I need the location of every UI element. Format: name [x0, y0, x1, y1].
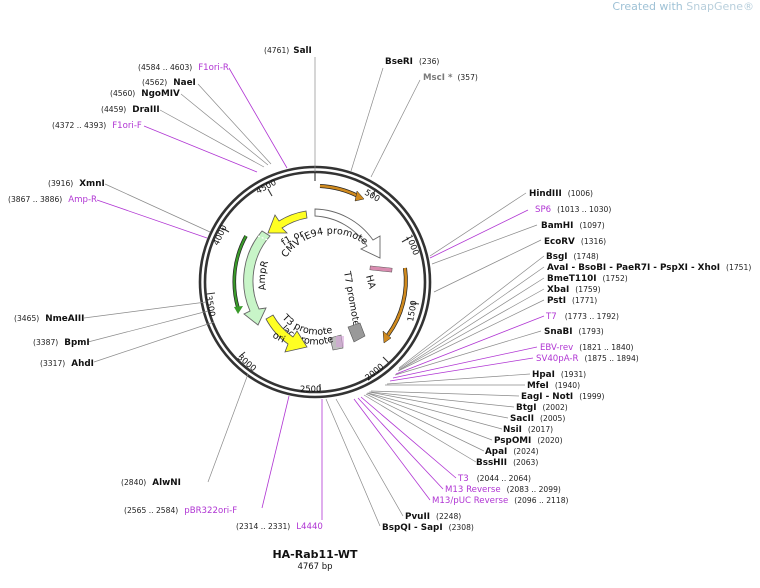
feature-ha: HA: [363, 265, 393, 291]
plasmid-name: HA-Rab11-WT: [272, 548, 358, 561]
ha-label: HA: [363, 274, 377, 291]
site-pspomi: PspOMI (2020): [494, 436, 563, 446]
scale-ticks: [206, 172, 420, 392]
tick-labels: 500 1000 1500 2000 2500 3000 3500 4000 4…: [204, 177, 421, 394]
site-apai: ApaI (2024): [485, 447, 539, 457]
site-l4440: (2314 .. 2331) L4440: [236, 522, 323, 532]
site-amp-r: (3867 .. 3886) Amp-R: [8, 195, 97, 205]
site-ngomiv: (4560) NgoMIV: [110, 89, 180, 99]
site-psti: PstI (1771): [547, 296, 597, 306]
site-draiii: (4459) DraIII: [101, 105, 160, 115]
site-avai-xhoi: AvaI - BsoBI - PaeR7I - PspXI - XhoI (175…: [547, 263, 751, 273]
tick-500: 500: [363, 187, 382, 204]
tick-1500: 1500: [405, 300, 419, 323]
site-ahdi: (3317) AhdI: [40, 359, 94, 369]
site-m13-puc-reverse: M13/pUC Reverse (2096 .. 2118): [432, 496, 569, 506]
site-ebv-rev: EBV-rev (1821 .. 1840): [540, 343, 634, 353]
site-nsii: NsiI (2017): [503, 425, 553, 435]
site-sv40pa-r: SV40pA-R (1875 .. 1894): [536, 354, 639, 364]
site-bmet110i: BmeT110I (1752): [547, 274, 628, 284]
site-mfei: MfeI (1940): [527, 381, 580, 391]
site-hpai: HpaI (1931): [532, 370, 586, 380]
site-snabi: SnaBI (1793): [544, 327, 604, 337]
ori-label: ori: [271, 330, 287, 346]
site-f1ori-f: (4372 .. 4393) F1ori-F: [52, 121, 142, 131]
site-m13-reverse: M13 Reverse (2083 .. 2099): [445, 485, 561, 495]
site-bpmi: (3387) BpmI: [33, 338, 90, 348]
site-pvuii: PvuII (2248): [405, 512, 461, 522]
site-bspqi-sapi: BspQI - SapI (2308): [382, 523, 474, 533]
ampr-label: AmpR: [257, 259, 271, 291]
feature-ampr: AmpR: [243, 230, 271, 326]
site-labels: (4761) SalI BseRI (236) MscI * (357) HindII…: [8, 46, 751, 533]
site-btgi: BtgI (2002): [516, 403, 568, 413]
site-sali: (4761) SalI: [264, 46, 312, 56]
t7-promoter-label: T7 promoter: [341, 270, 362, 332]
site-xmni: (3916) XmnI: [48, 179, 105, 189]
site-xbai: XbaI (1759): [547, 285, 601, 295]
feature-ori: ori: [265, 314, 308, 353]
leader-lines: [83, 57, 545, 527]
watermark-mark: ®: [743, 0, 754, 13]
site-hindiii: HindIII (1006): [529, 189, 593, 199]
site-bsshii: BssHII (2063): [476, 458, 538, 468]
site-alwni: (2840) AlwNI: [121, 478, 181, 488]
feature-t7-promoter: T7 promoter: [341, 270, 362, 332]
site-ecorv: EcoRV (1316): [544, 237, 606, 247]
tick-2500: 2500: [300, 384, 321, 394]
site-nmeaiii: (3465) NmeAIII: [14, 314, 84, 324]
site-bamhi: BamHI (1097): [541, 221, 605, 231]
tick-4500: 4500: [254, 177, 278, 196]
site-bseri: BseRI (236): [385, 57, 439, 67]
site-f1ori-r: (4584 .. 4603) F1ori-R: [138, 63, 229, 73]
site-bsgi: BsgI (1748): [546, 252, 599, 262]
tick-1000: 1000: [404, 233, 421, 257]
site-sacii: SacII (2005): [510, 414, 565, 424]
site-sp6: SP6 (1013 .. 1030): [535, 205, 611, 215]
watermark-prefix: Created with: [612, 0, 687, 13]
feature-f1-ori: f1 ori: [0, 0, 308, 248]
site-msci: MscI * (357): [423, 73, 478, 83]
snapgene-watermark: Created with SnapGene®: [612, 0, 754, 13]
site-eagi-noti: EagI - NotI (1999): [521, 392, 604, 402]
svg-text:f1 ori: f1 ori: [0, 0, 305, 248]
watermark-brand: SnapGene: [686, 0, 743, 13]
plasmid-length: 4767 bp: [297, 562, 333, 572]
site-t3: T3 (2044 .. 2064): [457, 474, 531, 484]
f1-ori-label: f1 ori: [0, 0, 305, 248]
backbone-features: [232, 184, 408, 344]
feature-insert-marks: [329, 322, 366, 351]
site-pbr322ori-f: (2565 .. 2584) pBR322ori-F: [124, 506, 237, 516]
svg-text:AmpR: AmpR: [257, 259, 271, 291]
site-t7: T7 (1773 .. 1792): [545, 312, 619, 322]
site-naei: (4562) NaeI: [142, 78, 196, 88]
tick-3500: 3500: [204, 295, 218, 318]
